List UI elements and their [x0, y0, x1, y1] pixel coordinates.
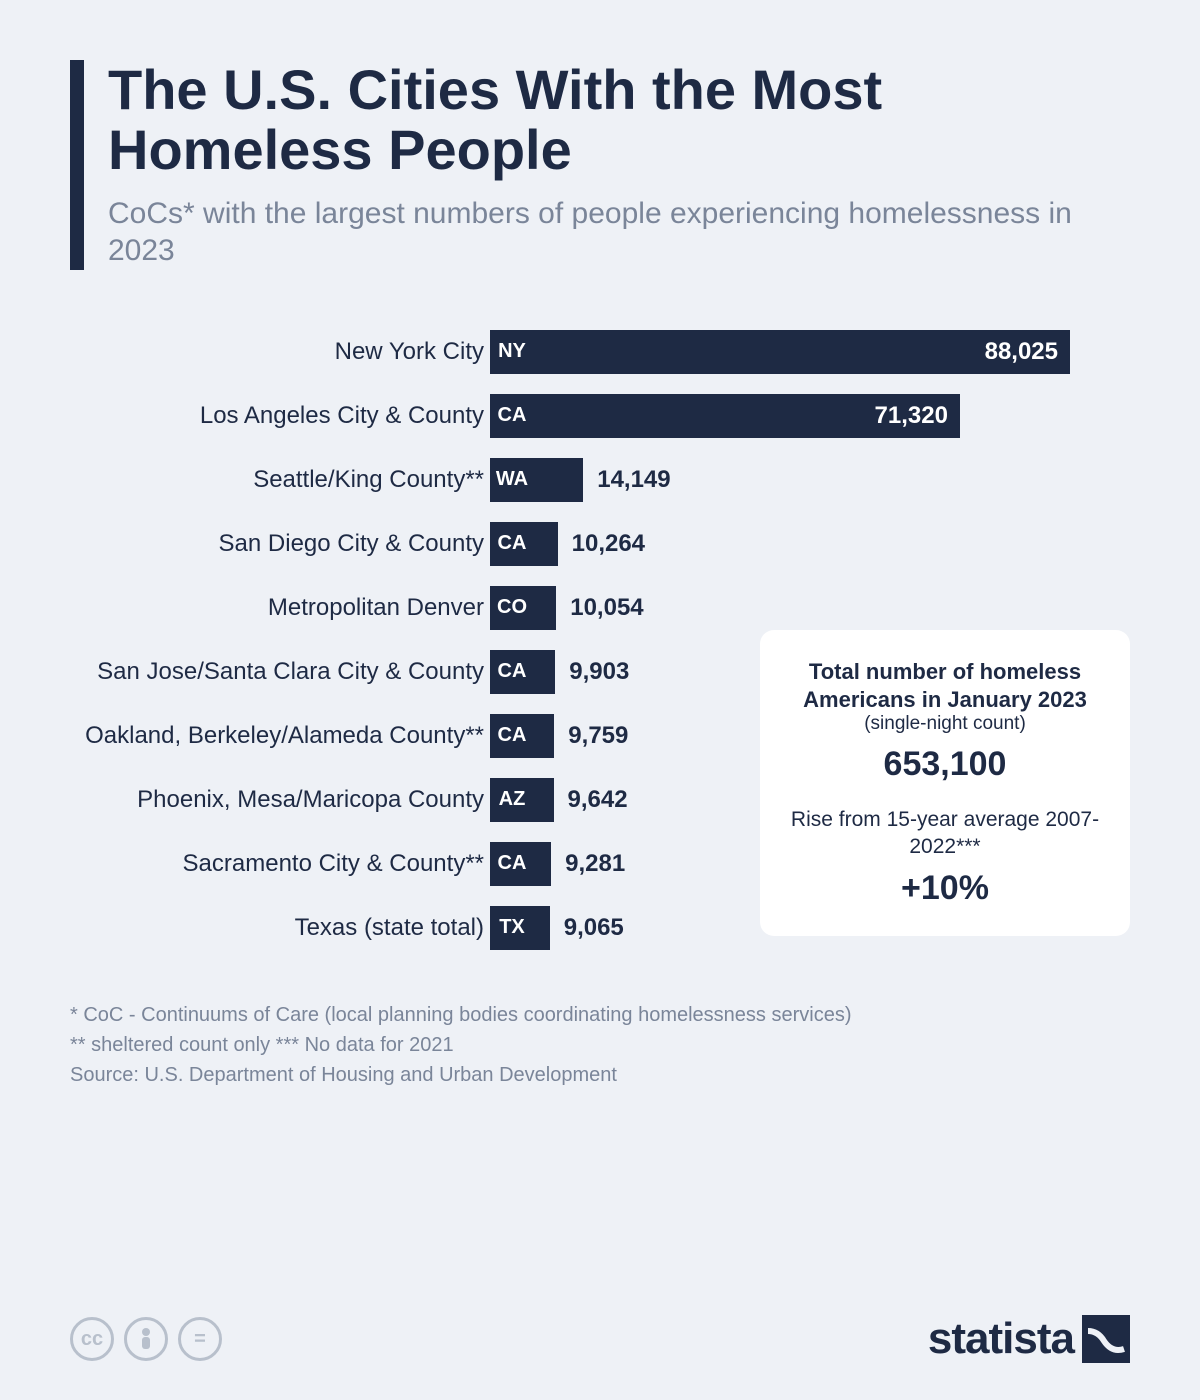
info-box: Total number of homeless Americans in Ja… — [760, 630, 1130, 936]
by-icon — [124, 1317, 168, 1361]
bar — [534, 906, 550, 950]
state-badge: NY — [490, 330, 534, 374]
info-big-change: +10% — [784, 869, 1106, 908]
footnote-2: ** sheltered count only *** No data for … — [70, 1030, 1130, 1060]
chart-row: Los Angeles City & CountyCA 71,320 — [70, 384, 1130, 448]
city-label: Los Angeles City & County — [70, 402, 490, 430]
bar-zone: CA 10,264 — [490, 522, 1130, 566]
bar — [534, 714, 554, 758]
nd-icon: = — [178, 1317, 222, 1361]
bar-value: 71,320 — [875, 402, 948, 430]
bar-value: 10,264 — [572, 530, 645, 558]
info-big-value: 653,100 — [784, 745, 1106, 784]
city-label: Phoenix, Mesa/Maricopa County — [70, 786, 490, 814]
info-title: Total number of homeless Americans in Ja… — [784, 658, 1106, 713]
footer: cc = statista — [70, 1314, 1130, 1364]
state-badge: CO — [490, 586, 534, 630]
state-badge: CA — [490, 842, 534, 886]
person-icon — [137, 1327, 155, 1351]
source: Source: U.S. Department of Housing and U… — [70, 1060, 1130, 1090]
cc-icon: cc — [70, 1317, 114, 1361]
bar-value: 14,149 — [597, 466, 670, 494]
city-label: Metropolitan Denver — [70, 594, 490, 622]
bar — [534, 650, 555, 694]
city-label: Oakland, Berkeley/Alameda County** — [70, 722, 490, 750]
bar-value: 9,759 — [568, 722, 628, 750]
bar: 71,320 — [534, 394, 960, 438]
chart-title: The U.S. Cities With the Most Homeless P… — [108, 60, 1130, 181]
city-label: Seattle/King County** — [70, 466, 490, 494]
statista-logo-icon — [1082, 1315, 1130, 1363]
bar-zone: CO 10,054 — [490, 586, 1130, 630]
bar: 88,025 — [534, 330, 1070, 374]
bar-value: 10,054 — [570, 594, 643, 622]
chart-row: San Diego City & CountyCA 10,264 — [70, 512, 1130, 576]
bar — [534, 458, 583, 502]
chart-row: New York CityNY 88,025 — [70, 320, 1130, 384]
info-mid: Rise from 15-year average 2007-2022*** — [784, 806, 1106, 861]
state-badge: CA — [490, 522, 534, 566]
bar-zone: NY 88,025 — [490, 330, 1130, 374]
footnote-1: * CoC - Continuums of Care (local planni… — [70, 1000, 1130, 1030]
statista-brand: statista — [928, 1314, 1130, 1364]
bar-zone: CA 71,320 — [490, 394, 1130, 438]
state-badge: CA — [490, 394, 534, 438]
bar-value: 9,642 — [568, 786, 628, 814]
bar-value: 9,903 — [569, 658, 629, 686]
city-label: Texas (state total) — [70, 914, 490, 942]
state-badge: CA — [490, 714, 534, 758]
cc-license-icons: cc = — [70, 1317, 222, 1361]
city-label: Sacramento City & County** — [70, 850, 490, 878]
city-label: San Jose/Santa Clara City & County — [70, 658, 490, 686]
state-badge: AZ — [490, 778, 534, 822]
bar-value: 9,281 — [565, 850, 625, 878]
bar — [534, 778, 554, 822]
bar — [534, 522, 558, 566]
city-label: New York City — [70, 338, 490, 366]
state-badge: WA — [490, 458, 534, 502]
statista-text: statista — [928, 1314, 1074, 1364]
bar-value: 9,065 — [564, 914, 624, 942]
city-label: San Diego City & County — [70, 530, 490, 558]
info-sub: (single-night count) — [784, 713, 1106, 735]
chart-subtitle: CoCs* with the largest numbers of people… — [108, 195, 1130, 270]
chart-row: Seattle/King County**WA 14,149 — [70, 448, 1130, 512]
footnotes: * CoC - Continuums of Care (local planni… — [70, 1000, 1130, 1090]
bar — [534, 842, 551, 886]
state-badge: CA — [490, 650, 534, 694]
bar — [534, 586, 556, 630]
bar-value: 88,025 — [985, 338, 1058, 366]
bar-zone: WA 14,149 — [490, 458, 1130, 502]
title-block: The U.S. Cities With the Most Homeless P… — [70, 60, 1130, 270]
state-badge: TX — [490, 906, 534, 950]
